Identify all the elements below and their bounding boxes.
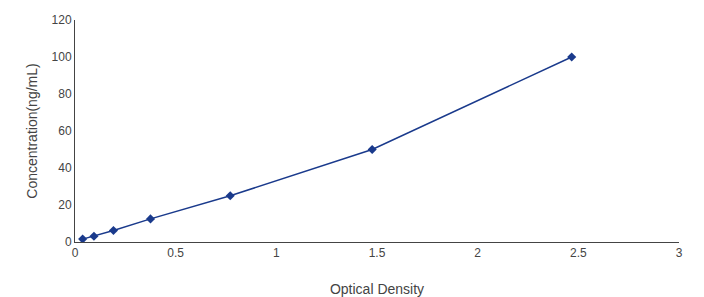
svg-text:1: 1 bbox=[273, 246, 280, 260]
svg-text:120: 120 bbox=[52, 13, 72, 27]
svg-text:2.5: 2.5 bbox=[570, 246, 587, 260]
svg-text:0.5: 0.5 bbox=[167, 246, 184, 260]
svg-text:100: 100 bbox=[52, 50, 72, 64]
svg-text:1.5: 1.5 bbox=[369, 246, 386, 260]
svg-text:0: 0 bbox=[72, 246, 79, 260]
svg-text:2: 2 bbox=[474, 246, 481, 260]
svg-text:40: 40 bbox=[58, 161, 72, 175]
svg-text:80: 80 bbox=[58, 87, 72, 101]
svg-text:60: 60 bbox=[58, 124, 72, 138]
svg-text:Concentration(ng/mL): Concentration(ng/mL) bbox=[24, 63, 40, 198]
svg-text:20: 20 bbox=[58, 198, 72, 212]
svg-text:0: 0 bbox=[65, 235, 72, 249]
svg-text:Optical Density: Optical Density bbox=[330, 281, 424, 297]
svg-text:3: 3 bbox=[676, 246, 683, 260]
